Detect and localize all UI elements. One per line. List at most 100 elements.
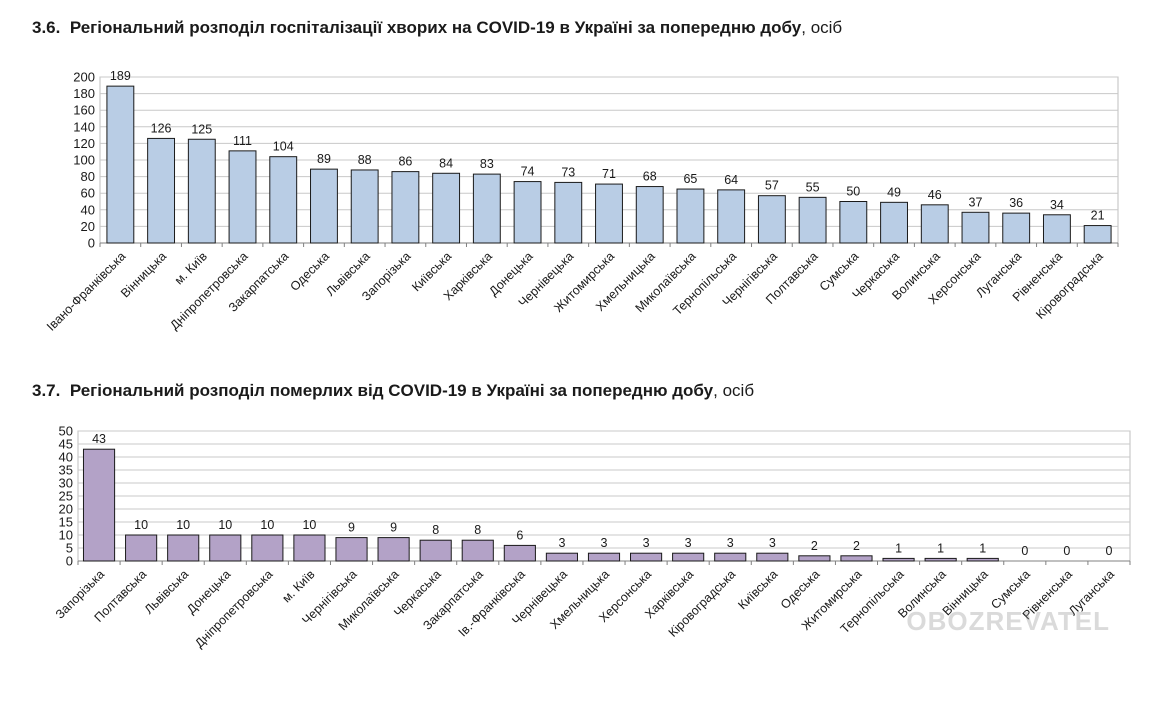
bar xyxy=(1042,214,1071,244)
watermark-logo: OBOZREVATEL xyxy=(906,606,1110,636)
chart2-heading-unit: , осіб xyxy=(713,381,755,400)
y-tick-label: 140 xyxy=(73,119,95,134)
bar xyxy=(167,534,200,562)
bar-value-label: 3 xyxy=(558,536,565,550)
bar-value-label: 3 xyxy=(643,536,650,550)
bar-value-label: 84 xyxy=(439,156,453,170)
bar-value-label: 55 xyxy=(806,180,820,194)
x-category-label: Львівська xyxy=(142,567,192,617)
bar-value-label: 3 xyxy=(769,536,776,550)
y-tick-label: 40 xyxy=(59,450,73,465)
bar xyxy=(672,552,705,562)
bar-value-label: 73 xyxy=(561,165,575,179)
bar-value-label: 2 xyxy=(853,539,860,553)
bar xyxy=(554,181,583,244)
bar-value-label: 1 xyxy=(979,541,986,555)
y-tick-label: 60 xyxy=(81,186,95,201)
bar xyxy=(882,557,915,562)
bar-value-label: 3 xyxy=(727,536,734,550)
bar xyxy=(432,172,461,244)
bar-value-label: 0 xyxy=(1063,544,1070,558)
bar xyxy=(187,138,216,244)
y-tick-label: 40 xyxy=(81,202,95,217)
chart2-heading: 3.7. Регіональний розподіл померлих від … xyxy=(32,381,754,401)
bar-value-label: 8 xyxy=(432,523,439,537)
bar-value-label: 88 xyxy=(358,153,372,167)
x-category-label: Дніпропетровська xyxy=(167,249,250,332)
bar xyxy=(714,552,747,562)
bar xyxy=(545,552,578,562)
bar-value-label: 43 xyxy=(92,432,106,446)
y-tick-label: 45 xyxy=(59,437,73,452)
y-tick-label: 180 xyxy=(73,86,95,101)
bar-value-label: 34 xyxy=(1050,198,1064,212)
bar xyxy=(251,534,284,562)
chart2-heading-number: 3.7. xyxy=(32,381,61,400)
bar-value-label: 46 xyxy=(928,188,942,202)
bar xyxy=(228,150,257,244)
bar-value-label: 6 xyxy=(516,528,523,542)
bar xyxy=(125,534,158,562)
chart1-heading-unit: , осіб xyxy=(801,18,843,37)
bar-value-label: 10 xyxy=(218,518,232,532)
bar xyxy=(391,171,420,244)
y-tick-label: 20 xyxy=(81,219,95,234)
bar xyxy=(147,137,176,244)
bar xyxy=(630,552,663,562)
x-category-label: м. Київ xyxy=(172,249,210,287)
bar xyxy=(756,552,789,562)
bar-value-label: 0 xyxy=(1021,544,1028,558)
x-category-label: Київська xyxy=(735,567,780,612)
bar-value-label: 21 xyxy=(1091,209,1105,223)
bar-value-label: 57 xyxy=(765,179,779,193)
chart1-heading-number: 3.6. xyxy=(32,18,61,37)
bar xyxy=(920,204,949,244)
bar xyxy=(209,534,242,562)
bar-value-label: 68 xyxy=(643,170,657,184)
y-tick-label: 10 xyxy=(59,528,73,543)
bar-value-label: 1 xyxy=(937,541,944,555)
bar-value-label: 65 xyxy=(683,172,697,186)
y-tick-label: 20 xyxy=(59,502,73,517)
bar xyxy=(798,196,827,244)
y-tick-label: 15 xyxy=(59,515,73,530)
y-tick-label: 50 xyxy=(59,424,73,439)
bar xyxy=(1083,225,1112,244)
y-tick-label: 30 xyxy=(59,476,73,491)
y-tick-label: 120 xyxy=(73,136,95,151)
bar-value-label: 8 xyxy=(474,523,481,537)
bar xyxy=(310,168,338,244)
bar xyxy=(676,188,705,244)
y-tick-label: 160 xyxy=(73,103,95,118)
bar xyxy=(350,169,379,244)
bar xyxy=(293,534,326,562)
bar-value-label: 86 xyxy=(398,155,412,169)
x-category-label: Івано-Франківська xyxy=(44,249,129,334)
bar xyxy=(503,544,536,562)
bar-value-label: 49 xyxy=(887,185,901,199)
bar-value-label: 10 xyxy=(260,518,274,532)
y-tick-label: 5 xyxy=(66,541,73,556)
bar xyxy=(106,85,135,244)
bar-value-label: 50 xyxy=(846,185,860,199)
chart1-heading: 3.6. Регіональний розподіл госпіталізаці… xyxy=(32,18,842,38)
x-category-label: Дніпропетровська xyxy=(192,567,275,650)
y-tick-label: 0 xyxy=(88,236,95,251)
bar-value-label: 10 xyxy=(134,518,148,532)
bar xyxy=(839,201,868,244)
bar-value-label: 126 xyxy=(151,121,172,135)
bar xyxy=(335,537,368,562)
bar-value-label: 1 xyxy=(895,541,902,555)
chart2-heading-title: Регіональний розподіл померлих від COVID… xyxy=(69,381,714,400)
y-tick-label: 100 xyxy=(73,153,95,168)
bar-value-label: 104 xyxy=(273,140,294,154)
bar xyxy=(419,539,452,562)
y-tick-label: 0 xyxy=(66,554,73,569)
bar xyxy=(961,211,990,244)
bar-value-label: 64 xyxy=(724,173,738,187)
bar-value-label: 71 xyxy=(602,167,616,181)
bar-value-label: 9 xyxy=(348,521,355,535)
bar-value-label: 83 xyxy=(480,157,494,171)
bar-value-label: 3 xyxy=(685,536,692,550)
